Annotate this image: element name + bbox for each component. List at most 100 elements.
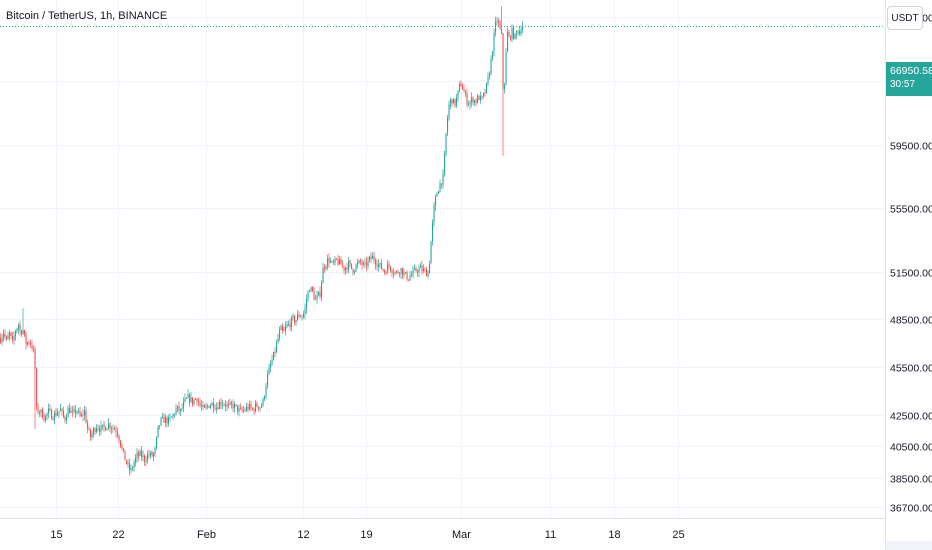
candle-body (441, 183, 443, 185)
time-tick-label: 25 (672, 529, 684, 541)
candle-body (396, 271, 398, 273)
candle-body (403, 272, 405, 275)
candle-body (468, 104, 470, 105)
candle-body (435, 196, 437, 206)
candle-body (121, 446, 123, 449)
candle-body (238, 407, 240, 412)
candle-body (24, 330, 26, 336)
candle-body (63, 410, 65, 417)
candle-body (40, 409, 42, 413)
candle-body (393, 273, 395, 274)
candle-body (259, 407, 261, 409)
candle-body (492, 51, 494, 59)
candle-body (333, 261, 335, 263)
candle-body (90, 429, 92, 438)
time-axis[interactable]: 15 22 Feb 12 19 Mar 11 18 25 (50, 529, 684, 541)
candle-body (466, 93, 468, 105)
candle-body (517, 31, 519, 33)
candle-body (360, 260, 362, 262)
candle-body (163, 416, 165, 423)
candle-body (91, 433, 93, 438)
candle-body (514, 33, 516, 39)
candle-body (48, 408, 50, 414)
candle-body (139, 450, 141, 456)
candle-body (459, 83, 461, 91)
candle-body (243, 410, 245, 411)
candle-body (141, 450, 143, 457)
candle-body (195, 398, 197, 400)
candle-body (423, 269, 425, 271)
candle-body (123, 448, 125, 451)
candle-body (370, 256, 372, 260)
candle-body (361, 261, 363, 265)
candle-body (298, 314, 300, 317)
candle-body (73, 409, 75, 412)
candle-body (520, 29, 522, 35)
time-tick-label: 12 (297, 529, 309, 541)
candle-body (304, 308, 306, 315)
candle-body (81, 414, 83, 416)
candle-body (271, 360, 273, 365)
candle-body (445, 133, 447, 155)
candle-body (150, 452, 152, 456)
candle-body (34, 349, 36, 370)
currency-button[interactable]: USDT (887, 6, 923, 30)
candle-body (303, 314, 305, 317)
candle-body (133, 462, 135, 468)
candle-body (106, 428, 108, 431)
candle-body (37, 406, 39, 413)
candle-body (502, 33, 504, 89)
candle-body (166, 417, 168, 424)
candle-body (493, 32, 495, 52)
candle-body (504, 84, 506, 89)
candle-body (264, 396, 266, 399)
candle-body (219, 402, 221, 409)
candle-body (96, 428, 98, 432)
candle-body (300, 316, 302, 318)
candle-body (235, 404, 237, 406)
candle-body (258, 406, 260, 409)
axis-corner (886, 541, 932, 550)
candle-body (450, 99, 452, 105)
candle-body (84, 410, 86, 416)
candle-body (498, 20, 500, 24)
candle-body (165, 417, 167, 423)
candle-body (442, 173, 444, 185)
candle-body (505, 52, 507, 85)
candle-body (79, 410, 81, 416)
candle-body (373, 255, 375, 261)
candle-body (225, 404, 227, 407)
candle-body (226, 404, 228, 407)
candle-body (187, 394, 189, 398)
candle-body (316, 295, 318, 300)
candle-body (439, 183, 441, 192)
candle-body (75, 409, 77, 414)
candle-body (496, 20, 498, 22)
candle-body (319, 291, 321, 297)
candle-body (397, 271, 399, 274)
candle-body (501, 28, 503, 34)
candle-body (387, 264, 389, 274)
candle-body (153, 453, 155, 457)
candle-body (181, 407, 183, 410)
candle-body (222, 404, 224, 406)
candle-body (295, 320, 297, 323)
candle-body (460, 83, 462, 87)
candle-body (408, 279, 410, 281)
candle-body (220, 402, 222, 405)
candle-body (265, 386, 267, 397)
candle-body (331, 261, 333, 263)
candle-body (367, 259, 369, 266)
candle-body (424, 269, 426, 270)
candle-body (372, 255, 374, 260)
price-tick-label: 55500.00 (890, 204, 932, 216)
candle-body (61, 408, 63, 411)
candle-body (246, 406, 248, 411)
candle-body (159, 425, 161, 426)
candle-body (70, 410, 72, 414)
candle-body (172, 414, 174, 417)
candle-body (256, 403, 258, 407)
candle-body (306, 299, 308, 309)
candle-body (385, 272, 387, 274)
